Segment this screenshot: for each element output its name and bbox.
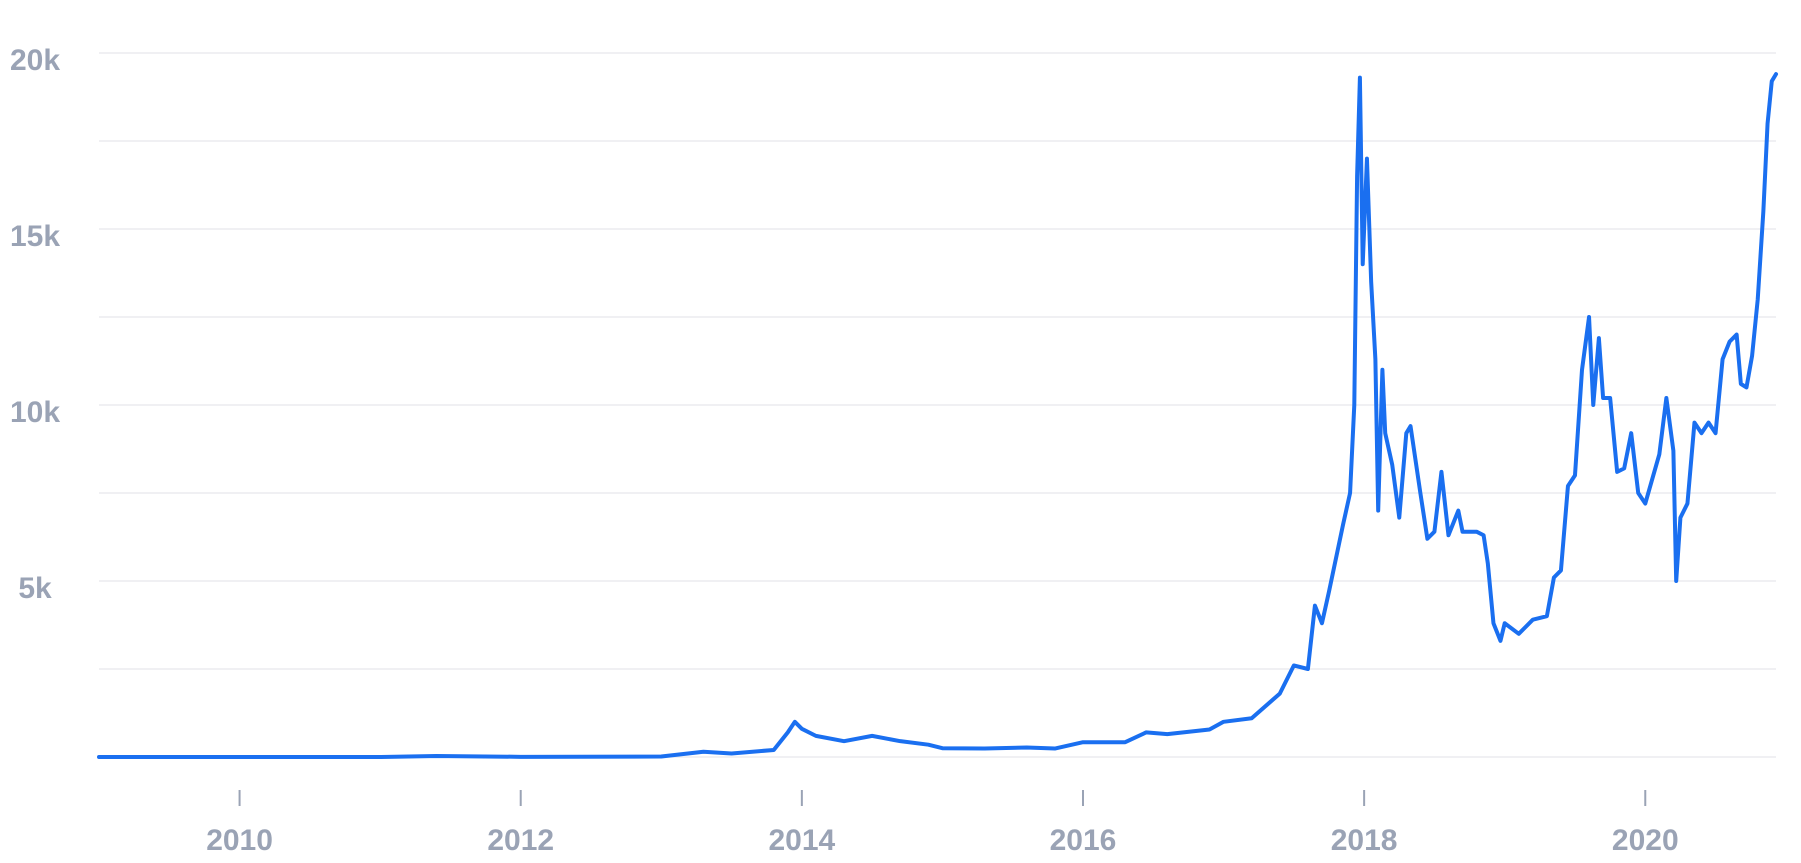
x-tick-label: 2016 [1050,824,1117,857]
x-tick-label: 2018 [1331,824,1398,857]
y-tick-label: 15k [10,220,60,253]
y-tick-label: 5k [18,572,52,605]
x-tick-label: 2020 [1612,824,1679,857]
y-tick-label: 10k [10,396,60,429]
y-tick-label: 20k [10,44,60,77]
x-tick-label: 2012 [487,824,554,857]
price-line [97,72,1778,759]
x-tick-label: 2014 [768,824,835,857]
x-tick-label: 2010 [206,824,273,857]
